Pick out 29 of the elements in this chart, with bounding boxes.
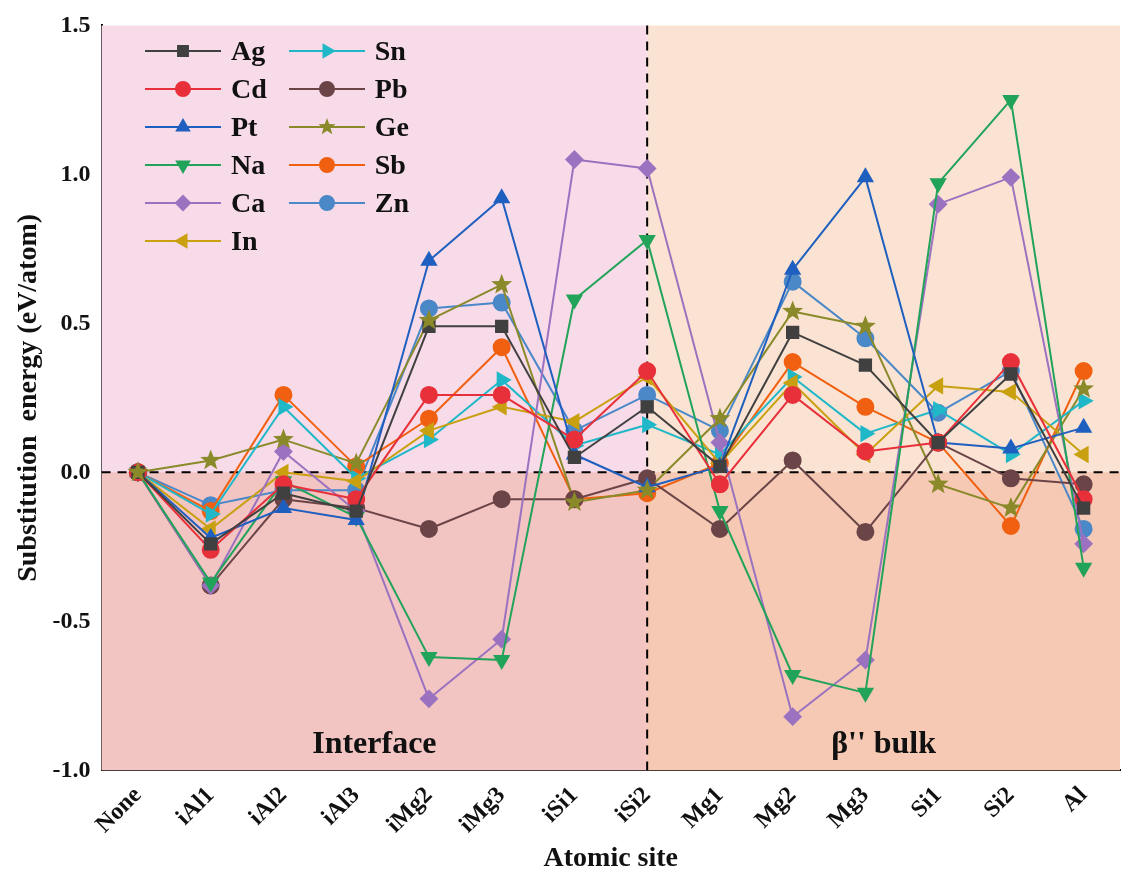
x-tick-label: Al xyxy=(1056,780,1092,817)
x-tick-label: iAl2 xyxy=(242,781,292,830)
legend-label: Ag xyxy=(231,35,266,67)
band-label: Interface xyxy=(312,723,437,760)
legend-label: Ge xyxy=(374,111,410,143)
legend-label: Pt xyxy=(231,111,258,143)
legend-label: Na xyxy=(231,149,266,181)
legend-label: Sb xyxy=(374,149,406,181)
x-tick-label: Si2 xyxy=(977,781,1019,823)
x-tick-label: iAl3 xyxy=(315,781,365,830)
y-tick-label: 1.0 xyxy=(60,159,91,186)
x-tick-label: Si1 xyxy=(905,781,947,823)
x-tick-label: iSi2 xyxy=(609,781,656,827)
y-tick-label: 0.5 xyxy=(60,308,91,335)
y-axis-title: Substitution energy (eV/atom) xyxy=(11,213,43,582)
band-label: β'' bulk xyxy=(831,723,937,760)
x-tick-label: iSi1 xyxy=(536,781,583,827)
legend-label: In xyxy=(231,225,258,257)
x-tick-label: iAl1 xyxy=(170,781,219,830)
legend-label: Zn xyxy=(374,187,410,219)
y-tick-label: 0.0 xyxy=(60,457,91,484)
legend-label: Cd xyxy=(231,73,267,105)
y-tick-label: -1.0 xyxy=(52,755,91,782)
legend-label: Ca xyxy=(231,187,266,219)
legend-label: Sn xyxy=(374,35,406,67)
legend-label: Pb xyxy=(374,73,408,105)
y-tick-label: 1.5 xyxy=(60,10,91,37)
x-axis-title: Atomic site xyxy=(543,841,679,873)
y-tick-label: -0.5 xyxy=(52,606,91,633)
